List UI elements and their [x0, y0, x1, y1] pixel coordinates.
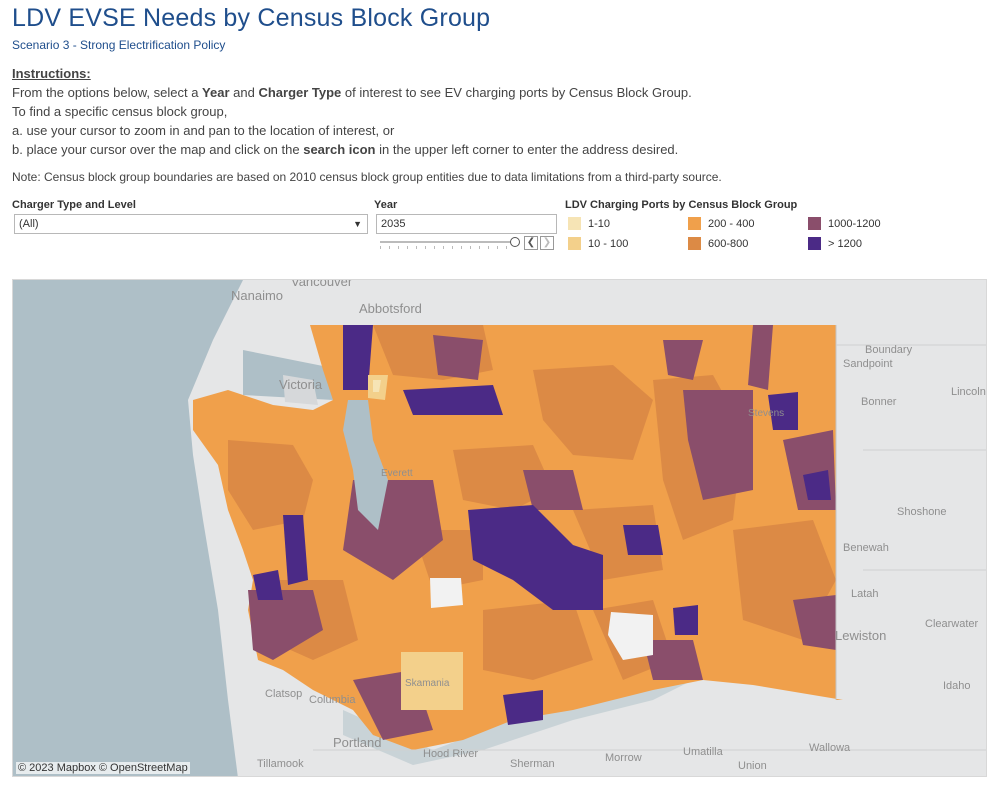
year-input[interactable]: 2035: [376, 214, 557, 234]
map-label: Clatsop: [265, 688, 303, 700]
year-prev-button[interactable]: ❮: [524, 236, 538, 250]
map-label: Umatilla: [683, 746, 723, 758]
region-600-800: [453, 445, 553, 510]
map-label: Abbotsford: [359, 301, 422, 316]
instructions-line-2: To find a specific census block group,: [12, 104, 228, 119]
no-data-area: [608, 612, 653, 660]
data-note: Note: Census block group boundaries are …: [12, 170, 722, 184]
region-over-1200: [623, 525, 663, 555]
region-1000-1200: [748, 325, 773, 390]
legend-swatch: [568, 237, 581, 250]
legend-swatch: [568, 217, 581, 230]
map-label: Tillamook: [257, 758, 304, 770]
charger-type-dropdown[interactable]: (All) ▼: [14, 214, 368, 234]
map-label: Latah: [851, 588, 879, 600]
region-over-1200: [253, 570, 283, 600]
region-over-1200: [803, 470, 831, 500]
map-label: Columbia: [309, 694, 356, 706]
map-label: Hood River: [423, 748, 479, 760]
legend-swatch: [688, 217, 701, 230]
map-attribution[interactable]: © 2023 Mapbox © OpenStreetMap: [16, 762, 190, 774]
legend-swatch: [808, 237, 821, 250]
region-600-800: [228, 440, 313, 530]
instructions-line-1: From the options below, select a Year an…: [12, 85, 692, 100]
map-label: Idaho: [943, 680, 971, 692]
instructions-block: Instructions: From the options below, se…: [12, 64, 692, 159]
region-1-10: [373, 380, 381, 392]
region-over-1200: [283, 515, 308, 585]
map-label: Morrow: [605, 752, 642, 764]
year-label: Year: [374, 199, 398, 211]
map-label: Wallowa: [809, 742, 851, 754]
map-label: Nanaimo: [231, 288, 284, 303]
year-slider-ticks: [380, 246, 515, 249]
region-over-1200: [403, 385, 503, 415]
region-1000-1200: [643, 640, 703, 680]
puget-sound: [343, 400, 388, 530]
choropleth-map[interactable]: Vancouver Nanaimo Abbotsford Victoria Bo…: [12, 279, 987, 777]
chevron-down-icon: ▼: [353, 219, 362, 229]
region-600-800: [483, 600, 593, 680]
region-over-1200: [468, 505, 603, 610]
map-canvas[interactable]: [13, 280, 987, 777]
legend-item: 1-10: [568, 217, 610, 231]
region-1000-1200: [248, 590, 323, 660]
page-subtitle: Scenario 3 - Strong Electrification Poli…: [12, 38, 226, 52]
region-over-1200: [503, 690, 543, 725]
region-1000-1200: [433, 335, 483, 380]
region-1000-1200: [663, 340, 703, 380]
map-label: Vancouver: [291, 279, 353, 289]
legend-swatch: [808, 217, 821, 230]
map-label: Boundary: [865, 344, 913, 356]
map-label: Clearwater: [925, 618, 979, 630]
instructions-heading: Instructions:: [12, 66, 91, 81]
map-label: Stevens: [748, 408, 785, 419]
legend-title: LDV Charging Ports by Census Block Group: [565, 199, 798, 211]
map-label: Portland: [333, 735, 382, 750]
map-label: Lewiston: [835, 628, 887, 643]
year-next-button[interactable]: ❯: [540, 236, 554, 250]
instructions-line-3: a. use your cursor to zoom in and pan to…: [12, 123, 395, 138]
region-over-1200: [768, 392, 798, 430]
map-label: Lincoln: [951, 386, 986, 398]
map-label: Sherman: [510, 758, 555, 770]
region-over-1200: [343, 325, 373, 390]
year-slider-thumb[interactable]: [510, 237, 520, 247]
region-over-1200: [673, 605, 698, 635]
legend-item: 600-800: [688, 237, 748, 251]
region-600-800: [533, 365, 653, 460]
legend-item: 200 - 400: [688, 217, 754, 231]
charger-type-value: (All): [19, 218, 39, 230]
region-1000-1200: [793, 595, 836, 650]
vancouver-island: [283, 375, 318, 405]
map-label: Shoshone: [897, 506, 947, 518]
instructions-line-4: b. place your cursor over the map and cl…: [12, 142, 679, 157]
legend-item: > 1200: [808, 237, 862, 251]
region-10-100: [401, 652, 463, 710]
region-1000-1200: [683, 390, 753, 500]
map-label: Union: [738, 760, 767, 772]
page-title: LDV EVSE Needs by Census Block Group: [12, 4, 491, 32]
legend-swatch: [688, 237, 701, 250]
map-label: Everett: [381, 468, 413, 479]
map-label: Bonner: [861, 396, 897, 408]
map-label: Sandpoint: [843, 358, 893, 370]
no-data-area: [430, 578, 463, 608]
region-1000-1200: [523, 470, 583, 510]
ocean: [13, 280, 243, 776]
year-slider-track[interactable]: [380, 241, 515, 243]
legend-item: 1000-1200: [808, 217, 881, 231]
map-label: Skamania: [405, 678, 450, 689]
legend-item: 10 - 100: [568, 237, 628, 251]
map-label: Benewah: [843, 542, 889, 554]
map-label: Victoria: [279, 377, 323, 392]
county-lines: [836, 344, 986, 571]
charger-type-label: Charger Type and Level: [12, 199, 136, 211]
